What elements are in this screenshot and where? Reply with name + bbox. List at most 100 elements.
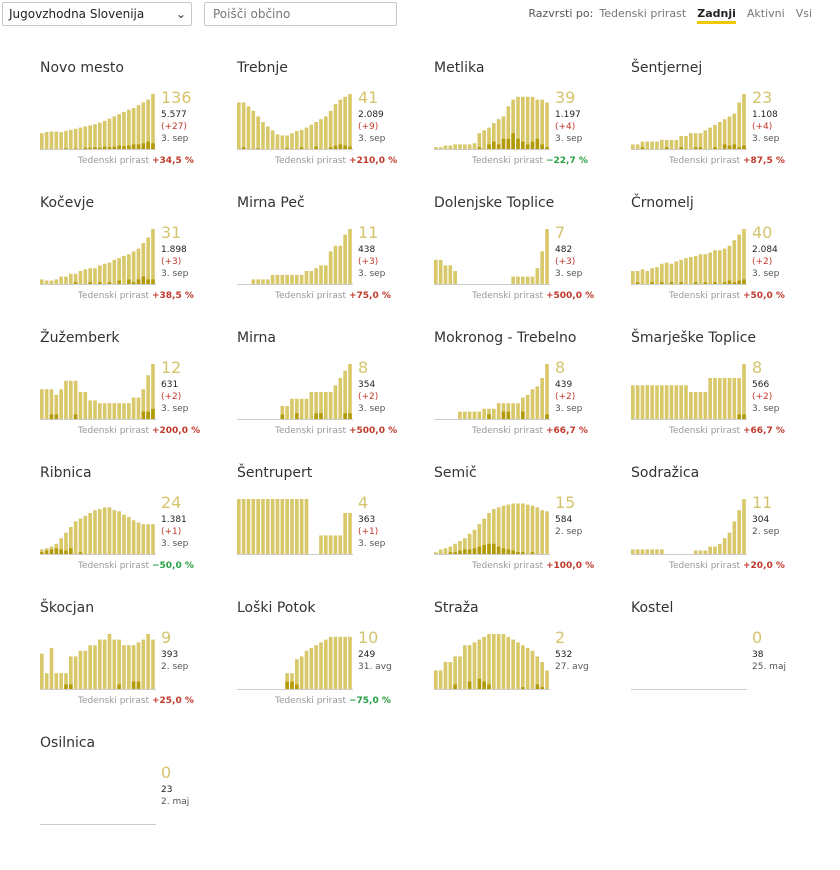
weekly-growth-value: +75,0 %: [348, 291, 391, 301]
active-bar: [496, 634, 501, 690]
municipality-card[interactable]: Škocjan 9 393 2. sep Tedenski prirast +25,0 …: [40, 600, 237, 735]
weekly-growth: Tedenski prirast +66,7 %: [472, 426, 588, 436]
active-bar: [434, 552, 438, 555]
new-cases-bar: [525, 144, 530, 150]
active-bar: [314, 122, 318, 150]
active-bar: [737, 102, 741, 150]
sort-option-active[interactable]: Aktivni: [746, 7, 785, 20]
municipality-card[interactable]: Sodražica 11 304 2. sep Tedenski prirast +20…: [631, 465, 828, 600]
active-bar: [73, 128, 78, 150]
municipality-card[interactable]: Šmarješke Toplice 8 566 (+2) 3. sep Tedenski …: [631, 330, 828, 465]
active-bar: [241, 499, 246, 555]
new-cases-bar: [102, 146, 107, 150]
new-cases-bar: [69, 684, 73, 690]
total-count: 2.089: [358, 110, 384, 120]
municipality-card[interactable]: Mirna 8 354 (+2) 3. sep Tedenski prirast +500…: [237, 330, 434, 465]
active-bar: [88, 268, 92, 285]
municipality-card[interactable]: Semič 15 584 2. sep Tedenski prirast +100,0 …: [434, 465, 631, 600]
last-update-date: 3. sep: [161, 404, 189, 414]
active-bar: [324, 392, 328, 420]
region-select[interactable]: Jugovzhodna Slovenija ⌄: [2, 2, 192, 26]
active-bar: [141, 102, 146, 150]
municipality-name: Metlika: [434, 60, 485, 76]
municipality-sparkline: [434, 634, 550, 690]
total-count: 566: [752, 380, 770, 390]
municipality-card[interactable]: Novo mesto 136 5.577 (+27) 3. sep Tedenski pr…: [40, 60, 237, 195]
new-cases-bar: [635, 282, 640, 285]
active-bar: [64, 673, 68, 690]
active-bar: [299, 274, 304, 285]
sort-option-latest[interactable]: Zadnji: [697, 7, 736, 24]
new-cases-bar: [131, 681, 136, 690]
active-bar: [467, 144, 472, 150]
active-bar: [496, 507, 501, 555]
municipality-stats: 12 631 (+2) 3. sep: [161, 360, 188, 415]
municipality-card[interactable]: Žužemberk 12 631 (+2) 3. sep Tedenski prirast…: [40, 330, 237, 465]
new-cases-bar: [501, 411, 506, 420]
weekly-growth: Tedenski prirast +500,0 %: [275, 426, 397, 436]
new-cases-bar: [482, 544, 486, 555]
active-bar: [732, 521, 737, 555]
total-count: 584: [555, 515, 573, 525]
active-bar: [477, 411, 482, 420]
new-cases-bar: [136, 279, 141, 285]
municipality-sparkline: [40, 824, 156, 825]
municipality-card[interactable]: Dolenjske Toplice 7 482 (+3) 3. sep Tedenski …: [434, 195, 631, 330]
daily-change: (+2): [358, 392, 379, 402]
new-cases-bar: [472, 548, 477, 555]
municipality-card[interactable]: Kostel 0 38 25. maj: [631, 600, 828, 735]
active-bar: [299, 499, 304, 555]
search-input[interactable]: [204, 2, 397, 26]
municipality-stats: 11 304 2. sep: [752, 495, 779, 538]
active-bar: [290, 673, 294, 690]
active-bar: [314, 645, 318, 690]
active-bar: [516, 276, 520, 285]
new-cases-bar: [127, 145, 131, 150]
municipality-card[interactable]: Metlika 39 1.197 (+4) 3. sep Tedenski prirast…: [434, 60, 631, 195]
active-bar: [107, 507, 112, 555]
new-cases-bar: [496, 144, 501, 150]
active-bar: [660, 139, 664, 150]
municipality-card[interactable]: Šentrupert 4 363 (+1) 3. sep: [237, 465, 434, 600]
municipality-card[interactable]: Črnomelj 40 2.084 (+2) 3. sep Tedenski priras…: [631, 195, 828, 330]
new-cases-bar: [151, 143, 155, 150]
active-bar: [640, 269, 645, 285]
weekly-growth-value: +500,0 %: [348, 426, 398, 436]
municipality-stats: 11 438 (+3) 3. sep: [358, 225, 385, 280]
weekly-growth-value: +66,7 %: [742, 426, 785, 436]
weekly-growth-value: +38,5 %: [151, 291, 194, 301]
last-update-date: 3. sep: [555, 269, 583, 279]
active-bar: [655, 549, 659, 555]
active-bar: [122, 111, 126, 150]
active-bar: [78, 271, 83, 285]
municipality-card[interactable]: Ribnica 24 1.381 (+1) 3. sep Tedenski prirast…: [40, 465, 237, 600]
active-bar: [251, 499, 256, 555]
active-bar: [718, 122, 722, 150]
active-count: 0: [161, 763, 172, 782]
active-bar: [251, 110, 256, 150]
active-bar: [328, 392, 333, 420]
sort-option-all[interactable]: Vsi: [795, 7, 812, 20]
municipality-card[interactable]: Mokronog - Trebelno 8 439 (+2) 3. sep Tedensk…: [434, 330, 631, 465]
active-bar: [472, 642, 477, 690]
municipality-card[interactable]: Trebnje 41 2.089 (+9) 3. sep Tedenski prirast…: [237, 60, 434, 195]
municipality-card[interactable]: Šentjernej 23 1.108 (+4) 3. sep Tedenski prir…: [631, 60, 828, 195]
weekly-growth-label: Tedenski prirast: [78, 426, 150, 436]
active-bar: [487, 408, 491, 420]
active-bar: [679, 136, 683, 150]
active-bar: [689, 133, 693, 150]
weekly-growth-value: −75,0 %: [348, 696, 391, 706]
active-bar: [127, 516, 131, 555]
new-cases-bar: [679, 147, 683, 150]
municipality-card[interactable]: Mirna Peč 11 438 (+3) 3. sep Tedenski prirast…: [237, 195, 434, 330]
municipality-card[interactable]: Kočevje 31 1.898 (+3) 3. sep Tedenski prirast…: [40, 195, 237, 330]
sort-option-weekly-growth[interactable]: Tedenski prirast: [599, 7, 687, 20]
active-bar: [83, 269, 88, 285]
municipality-sparkline: [631, 499, 747, 555]
municipality-sparkline: [40, 94, 156, 150]
new-cases-bar: [73, 282, 78, 285]
municipality-card[interactable]: Loški Potok 10 249 31. avg Tedenski prirast …: [237, 600, 434, 735]
municipality-card[interactable]: Straža 2 532 27. avg: [434, 600, 631, 735]
municipality-card[interactable]: Osilnica 0 23 2. maj: [40, 735, 237, 870]
new-cases-bar: [295, 413, 299, 420]
